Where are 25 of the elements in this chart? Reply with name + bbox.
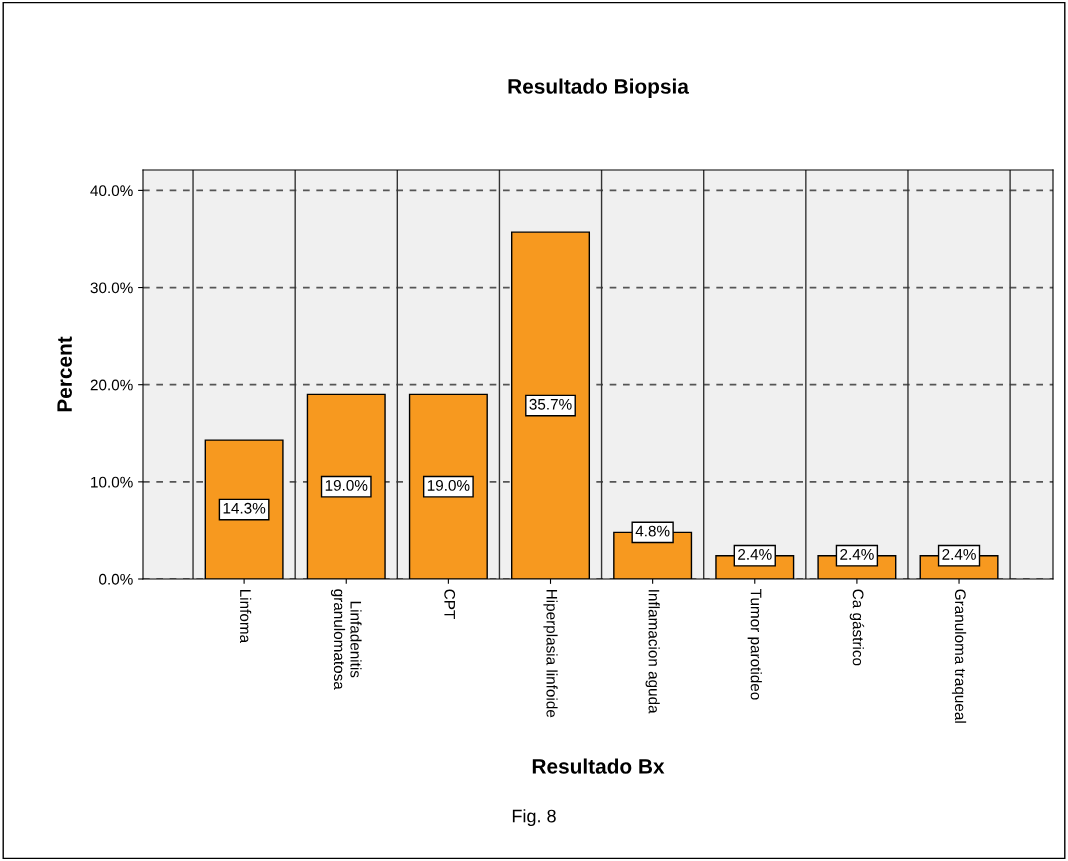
y-axis-title: Percent [57, 336, 72, 412]
x-axis-title: Resultado Bx [532, 758, 665, 774]
data-label: 14.3% [223, 502, 266, 514]
x-tick-label: Inflamacion aguda [645, 590, 660, 714]
x-tick-label: Hiperplasia linfoide [543, 589, 558, 718]
data-label: 19.0% [325, 479, 368, 491]
data-label: 19.0% [427, 479, 470, 491]
chart-title: Resultado Biopsia [508, 78, 690, 98]
y-tick-label: 30.0% [90, 282, 133, 294]
y-tick-label: 20.0% [90, 379, 133, 391]
y-tick-label: 0.0% [99, 573, 133, 585]
x-tick-label: Linfoma [240, 589, 252, 644]
data-label: 2.4% [738, 548, 772, 560]
y-tick-label: 40.0% [90, 185, 133, 197]
x-tick-label: Granuloma traqueal [951, 589, 967, 723]
y-tick-label: 10.0% [91, 476, 133, 488]
data-label: 35.7% [529, 398, 572, 410]
caption: Fig. 8 [512, 809, 556, 826]
data-label: 2.4% [942, 548, 976, 560]
x-tick-label: CPT [444, 589, 456, 619]
x-tick-label: Tumor parotideo [747, 589, 762, 700]
x-tick-label: Ca gástrico [849, 589, 865, 666]
x-tick-label: Linfadenitis granulomatosa [330, 589, 362, 690]
data-label: 4.8% [635, 525, 670, 537]
data-label: 2.4% [840, 548, 874, 560]
